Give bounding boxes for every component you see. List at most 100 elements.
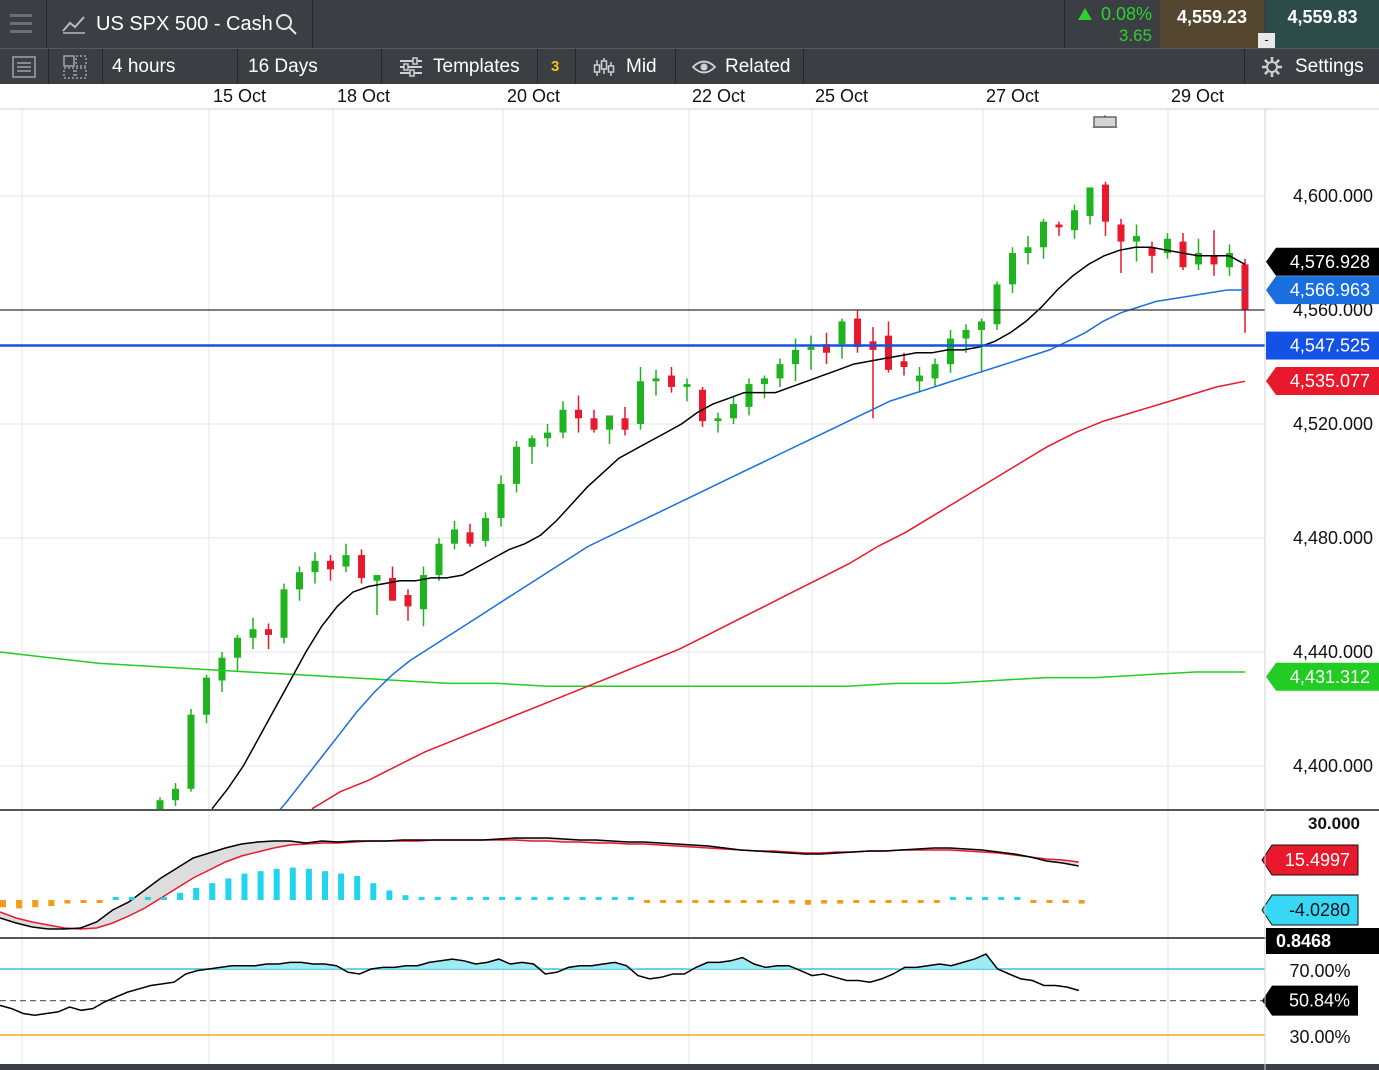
candle-body — [172, 788, 179, 801]
related-button[interactable]: Related — [725, 56, 791, 77]
candle-body — [404, 595, 412, 607]
candle-body — [931, 364, 939, 379]
candle-body — [559, 409, 567, 433]
list-icon[interactable] — [12, 56, 36, 78]
histogram-bar — [370, 883, 377, 900]
histogram-bar — [917, 900, 924, 903]
label-ma-mid: 4,566.963 — [1266, 276, 1379, 305]
histogram-bar — [273, 868, 280, 900]
histogram-bar — [64, 900, 71, 904]
histogram-bar — [322, 871, 328, 900]
x-axis-band — [0, 84, 1379, 109]
candle — [776, 358, 784, 387]
label-horizontal-line: 4,547.525 — [1266, 331, 1379, 360]
bottom-bar — [0, 1064, 1379, 1070]
range-selector[interactable]: 16 Days — [248, 56, 318, 77]
candle-body — [637, 381, 644, 424]
histogram-bar — [772, 900, 779, 903]
ma-slow-line — [311, 380, 1246, 809]
candle — [869, 327, 877, 419]
candle — [1241, 258, 1249, 333]
candle-body — [373, 575, 381, 581]
candle — [1226, 244, 1233, 276]
candle-body — [792, 349, 799, 365]
candle — [1009, 247, 1016, 293]
candle — [296, 566, 303, 601]
candle — [156, 797, 164, 809]
candle — [962, 324, 970, 353]
candle-body — [1133, 235, 1140, 242]
candle-body — [1226, 253, 1233, 268]
stoch-tick-label: 70.00% — [1289, 961, 1350, 981]
x-tick-label: 18 Oct — [337, 86, 390, 106]
candle-body — [652, 378, 660, 382]
candle — [203, 674, 210, 724]
histogram-bar — [901, 900, 908, 903]
candlestick-icon — [593, 58, 615, 76]
histogram-bar — [547, 897, 554, 900]
candle — [482, 512, 489, 547]
candle-body — [156, 800, 164, 809]
histogram-bar — [531, 897, 538, 900]
histogram-bar — [611, 897, 618, 900]
candle-body — [1117, 224, 1125, 242]
histogram-bar — [595, 897, 602, 900]
candle — [745, 378, 753, 416]
price-labels: 4,576.928 4,566.963 4,547.525 4,535.077 4,43… — [1266, 247, 1379, 691]
label-ma-mid-text: 4,566.963 — [1290, 280, 1370, 300]
osc-tick-label: 30.000 — [1308, 814, 1360, 833]
menu-icon[interactable] — [10, 14, 32, 34]
price-type-selector[interactable]: Mid — [626, 56, 657, 77]
candle — [404, 589, 412, 621]
candle — [1086, 187, 1094, 225]
candle-body — [606, 415, 613, 430]
sliders-icon — [400, 57, 422, 77]
toolbar: 4 hours 16 Days Templates 3 Mid Related — [0, 48, 1379, 85]
label-ma-slow-text: 4,535.077 — [1290, 371, 1370, 391]
candle-body — [1195, 253, 1202, 265]
histogram-bar — [16, 900, 23, 909]
y-tick-label: 4,400.000 — [1293, 756, 1373, 776]
x-tick-label: 25 Oct — [815, 86, 868, 106]
histogram-bar — [338, 873, 345, 900]
histogram-bar — [949, 897, 956, 900]
candle-body — [466, 532, 474, 544]
label-stoch-k-text: 0.8468 — [1276, 931, 1331, 951]
candle — [590, 409, 598, 433]
histogram-bar — [0, 900, 6, 908]
candle — [528, 435, 536, 464]
interval-selector[interactable]: 4 hours — [112, 56, 176, 77]
candle — [885, 321, 892, 373]
moving-averages — [0, 246, 1246, 809]
layout-grid-icon[interactable] — [63, 55, 87, 79]
candle-body — [807, 347, 815, 350]
settings-button[interactable]: Settings — [1295, 56, 1364, 77]
histogram-bar — [144, 897, 151, 900]
candle-body — [482, 518, 489, 541]
histogram-bar — [805, 900, 811, 905]
candle-body — [420, 575, 427, 610]
candle — [451, 520, 458, 550]
buy-price-button[interactable]: 4,559.83 — [1266, 0, 1379, 48]
templates-button[interactable]: Templates — [433, 56, 520, 77]
sell-price-button[interactable]: 4,559.23 — [1160, 0, 1264, 48]
histogram-bar — [128, 897, 135, 900]
candle-body — [327, 560, 334, 570]
candle — [559, 401, 567, 439]
price-chart[interactable]: 15 Oct 18 Oct 20 Oct 22 Oct 25 Oct 27 Oct 29 O… — [0, 84, 1379, 1070]
x-tick-label: 20 Oct — [507, 86, 560, 106]
candle — [1195, 238, 1202, 271]
candle — [311, 552, 319, 584]
templates-count-badge: 3 — [551, 58, 560, 75]
label-ma-fast: 4,576.928 — [1266, 247, 1379, 276]
search-icon[interactable] — [274, 12, 298, 36]
stochastic-pane: 70.00% 30.00% 0.8468 50.84% — [0, 928, 1379, 1047]
candle — [435, 538, 443, 581]
candle — [1164, 233, 1171, 259]
instrument-name[interactable]: US SPX 500 - Cash — [96, 13, 273, 35]
candle — [993, 281, 1001, 330]
candle — [823, 332, 830, 365]
x-tick-label: 22 Oct — [692, 86, 745, 106]
candle-body — [1009, 253, 1016, 285]
top-bar: US SPX 500 - Cash 0.08% 3.65 4,559.23 4,… — [0, 0, 1379, 49]
